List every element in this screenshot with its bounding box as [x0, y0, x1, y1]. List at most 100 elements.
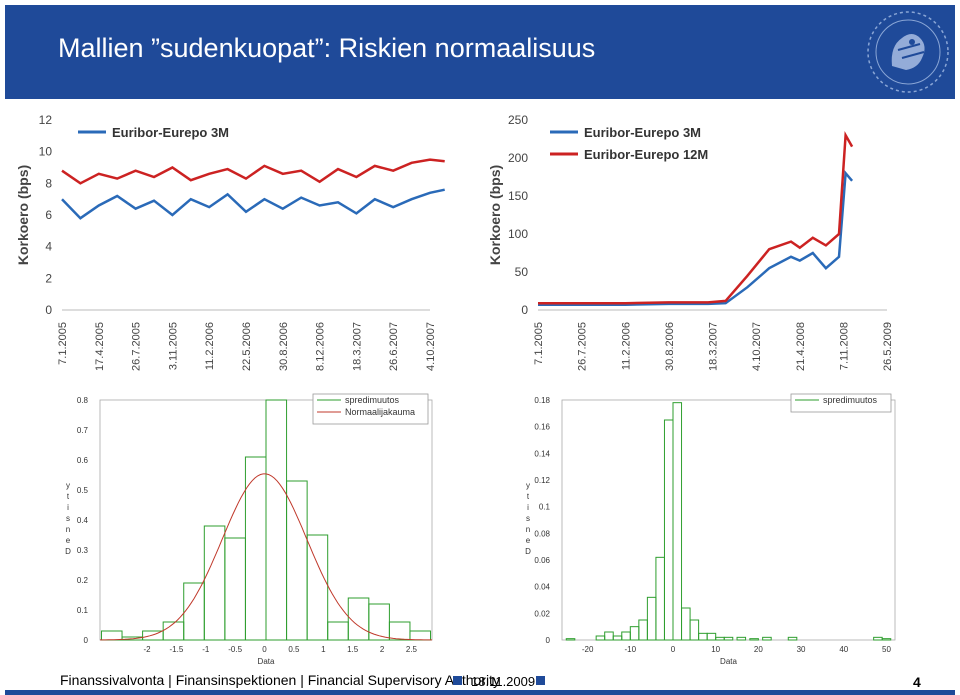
x-tick-label: 11.2.2006 — [204, 322, 216, 370]
histogram-bar — [736, 636, 747, 641]
histogram-bar — [595, 635, 606, 641]
footer-text: Finanssivalvonta | Finansinspektionen | … — [60, 672, 500, 688]
y-tick-label: 8 — [45, 176, 52, 190]
footer-square-2 — [536, 676, 545, 685]
y-axis-label-letter: e — [66, 536, 71, 545]
x-tick-label: 0 — [262, 645, 267, 654]
y-tick-label: 0 — [84, 636, 89, 645]
y-tick-label: 200 — [508, 151, 528, 165]
y-tick-label: 0.18 — [534, 396, 550, 405]
lion-emblem-icon — [867, 11, 949, 93]
legend-box — [790, 393, 892, 413]
histogram-bar — [347, 597, 370, 641]
y-tick-label: 100 — [508, 227, 528, 241]
x-tick-label: 0 — [671, 645, 676, 654]
y-tick-label: 0.06 — [534, 556, 550, 565]
y-axis-label-letter: i — [67, 503, 69, 512]
histogram-bar — [723, 636, 734, 641]
y-axis-label-letter: y — [66, 481, 70, 490]
y-axis-label: Korkoero (bps) — [15, 165, 31, 265]
legend-label: Normaalijakauma — [345, 407, 415, 417]
y-tick-label: 0.4 — [77, 516, 89, 525]
x-tick-label: 2 — [380, 645, 385, 654]
y-axis-label-letter: s — [66, 514, 70, 523]
y-tick-label: 0.12 — [534, 476, 550, 485]
x-tick-label: 26.7.2005 — [577, 322, 589, 371]
line-chart-3m: 0 2 4 6 8 10 12 7.1.2005 17.4.2005 26.7.2005 3.11.… — [15, 113, 445, 371]
x-tick-label: 30 — [797, 645, 806, 654]
y-tick-label: 0.1 — [539, 503, 551, 512]
histogram-bar — [265, 399, 288, 641]
y-tick-label: 0 — [546, 636, 551, 645]
x-tick-label: 40 — [839, 645, 848, 654]
y-tick-label: 0 — [45, 303, 52, 317]
histogram-bar — [873, 636, 883, 641]
histogram-bar — [368, 603, 390, 641]
y-tick-label: 150 — [508, 189, 528, 203]
y-tick-label: 2 — [45, 271, 52, 285]
histogram-bar — [655, 556, 665, 641]
histogram-bar — [749, 638, 759, 641]
y-tick-label: 4 — [45, 240, 52, 254]
histogram-normal: 0 0.1 0.2 0.3 0.4 0.5 0.6 0.7 0.8 -2 -1.5 -1 -0.5 0 0.… — [65, 393, 433, 665]
x-tick-label: 7.1.2005 — [533, 322, 545, 365]
histogram-bar — [706, 632, 717, 641]
y-axis-label-letter: t — [67, 492, 70, 501]
title-bar — [5, 5, 955, 99]
legend-label: spredimuutos — [823, 395, 878, 405]
legend-box — [312, 393, 429, 425]
x-tick-label: 50 — [882, 645, 891, 654]
x-tick-label: 3.11.2005 — [167, 322, 179, 370]
x-tick-label: -10 — [625, 645, 637, 654]
x-tick-label: 7.11.2008 — [838, 322, 850, 370]
x-tick-label: 18.3.2007 — [708, 322, 720, 371]
plot-frame — [561, 399, 896, 641]
histogram-bar — [100, 630, 123, 641]
x-tick-label: 30.8.2006 — [664, 322, 676, 371]
page-number: 4 — [913, 674, 921, 690]
x-tick-label: 7.1.2005 — [57, 322, 69, 365]
histogram-bar — [183, 582, 205, 641]
histogram-bar — [638, 619, 648, 641]
x-tick-label: 26.7.2005 — [131, 322, 143, 371]
y-tick-label: 50 — [515, 265, 529, 279]
y-tick-label: 12 — [39, 113, 53, 127]
histogram-bar — [327, 621, 349, 641]
y-axis-label-letter: e — [526, 536, 531, 545]
y-tick-label: 0.04 — [534, 583, 550, 592]
x-tick-label: -20 — [582, 645, 594, 654]
x-tick-label: 17.4.2005 — [94, 322, 106, 371]
x-tick-label: -0.5 — [228, 645, 242, 654]
legend-label: Euribor-Eurepo 12M — [584, 147, 708, 162]
x-tick-label: -1.5 — [169, 645, 183, 654]
x-tick-label: 1 — [321, 645, 326, 654]
y-tick-label: 0.3 — [77, 546, 89, 555]
series-line-1 — [61, 158, 445, 185]
histogram-bar — [388, 621, 411, 641]
y-tick-label: 250 — [508, 113, 528, 127]
histogram-bar — [612, 635, 623, 641]
x-tick-label: 4.10.2007 — [751, 322, 763, 371]
x-tick-label: 18.3.2007 — [351, 322, 363, 371]
y-tick-label: 6 — [45, 208, 52, 222]
histogram-bar — [409, 630, 432, 641]
x-tick-label: 11.2.2006 — [620, 322, 632, 370]
histogram-bar — [604, 631, 614, 641]
histogram-bar — [663, 419, 674, 641]
y-axis-label-letter: D — [65, 547, 71, 556]
histogram-bar — [621, 631, 631, 641]
y-axis-label-letter: i — [527, 503, 529, 512]
series-line-0 — [538, 170, 854, 306]
histogram-bar — [698, 632, 708, 641]
slide-title: Mallien ”sudenkuopat”: Riskien normaalis… — [58, 33, 596, 63]
x-axis-label: Data — [720, 657, 737, 665]
y-axis-label-letter: n — [66, 525, 70, 534]
x-tick-label: 21.4.2008 — [795, 322, 807, 371]
histogram-bar — [762, 636, 772, 641]
x-tick-label: 22.5.2006 — [241, 322, 253, 371]
legend-label: Euribor-Eurepo 3M — [112, 125, 229, 140]
histogram-bar — [203, 525, 226, 641]
series-line-1 — [538, 130, 854, 305]
x-tick-label: 1.5 — [347, 645, 359, 654]
x-tick-label: 26.6.2007 — [388, 322, 400, 371]
